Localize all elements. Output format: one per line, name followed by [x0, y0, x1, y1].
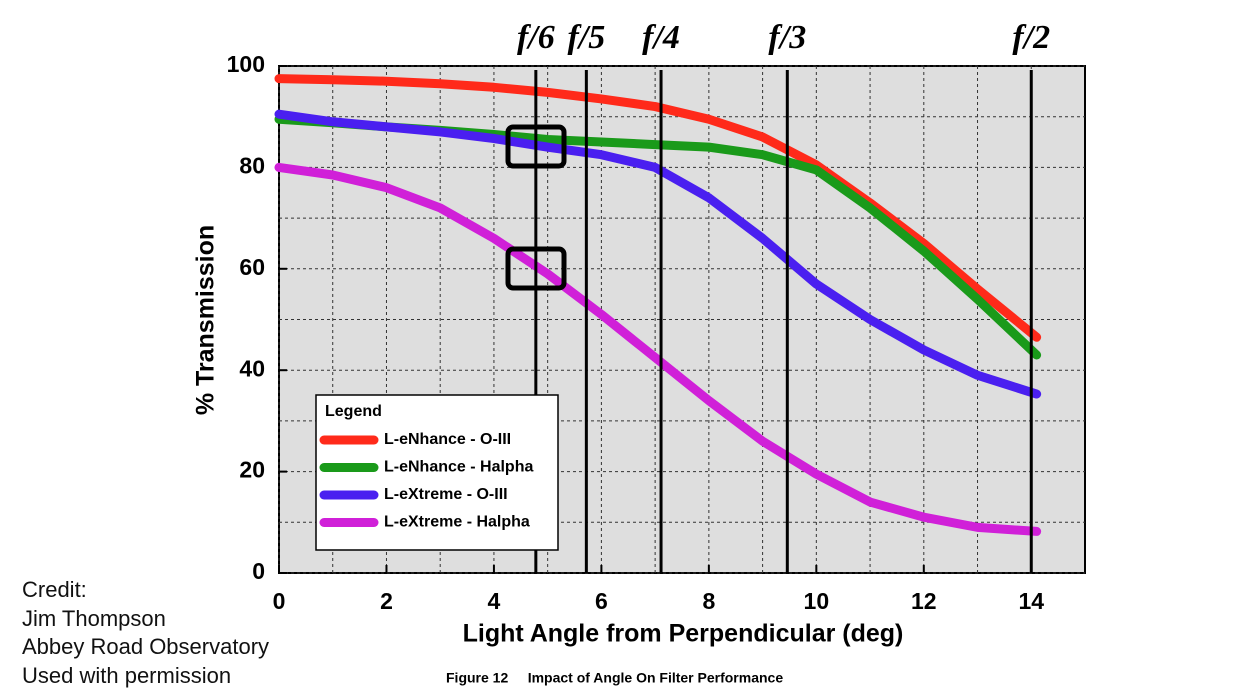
x-axis-title: Light Angle from Perpendicular (deg) — [463, 620, 904, 648]
y-tick-label: 20 — [239, 457, 265, 483]
legend-label: L-eNhance - O-III — [384, 431, 511, 448]
credit: Jim Thompson — [22, 606, 166, 631]
x-tick-label: 2 — [380, 588, 393, 614]
legend-label: L-eNhance - Halpha — [384, 459, 533, 476]
y-tick-label: 0 — [252, 558, 265, 584]
x-tick-label: 10 — [804, 588, 830, 614]
f-stop-label: f/5 — [567, 19, 605, 56]
f-stops: f/6 f/5 f/4 f/3 f/2 — [517, 19, 1050, 573]
y-tick-label: 100 — [227, 51, 265, 77]
x-tick-label: 4 — [488, 588, 501, 614]
x-tick-label: 14 — [1018, 588, 1044, 614]
x-tick-label: 12 — [911, 588, 937, 614]
y-tick-label: 80 — [239, 152, 265, 178]
series-line — [274, 109, 1042, 399]
x-tick-label: 8 — [702, 588, 715, 614]
credit: Abbey Road Observatory — [22, 634, 269, 659]
credit: Used with permission — [22, 663, 231, 688]
legend: Legend L-eNhance - O-III L-eNhance - Halp… — [315, 394, 559, 551]
y-axis-title: % Transmission — [192, 225, 220, 415]
y-tick-label: 40 — [239, 355, 265, 381]
f-stop-label: f/2 — [1012, 19, 1050, 56]
f-stop-label: f/4 — [642, 19, 680, 56]
credit: Credit: — [22, 577, 87, 602]
highlight-box — [505, 124, 567, 169]
highlight-box — [505, 246, 567, 291]
caption: Figure 12 Impact of Angle On Filter Perf… — [446, 670, 783, 686]
f-stop-label: f/6 — [517, 19, 555, 56]
f-stop-label: f/3 — [768, 19, 806, 56]
legend-label: L-eXtreme - Halpha — [384, 514, 530, 531]
legend-title: Legend — [325, 403, 382, 420]
x-tick-label: 0 — [273, 588, 286, 614]
x-tick-label: 6 — [595, 588, 608, 614]
series-line — [274, 74, 1042, 342]
legend-label: L-eXtreme - O-III — [384, 486, 508, 503]
lines — [274, 74, 1042, 536]
y-tick-label: 60 — [239, 254, 265, 280]
series-line — [274, 162, 1042, 536]
